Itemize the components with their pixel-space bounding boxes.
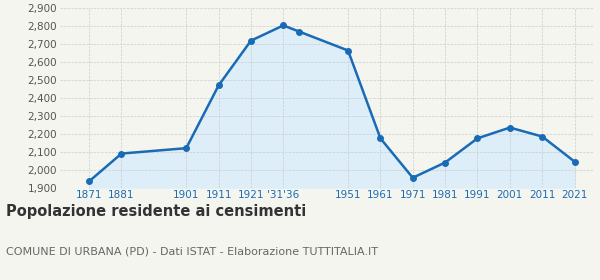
Text: Popolazione residente ai censimenti: Popolazione residente ai censimenti xyxy=(6,204,306,220)
Text: COMUNE DI URBANA (PD) - Dati ISTAT - Elaborazione TUTTITALIA.IT: COMUNE DI URBANA (PD) - Dati ISTAT - Ela… xyxy=(6,246,378,256)
